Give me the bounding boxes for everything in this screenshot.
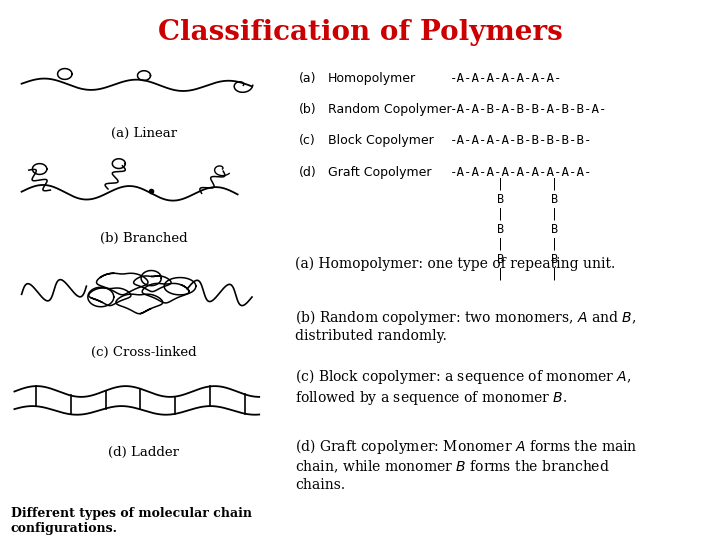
Text: Homopolymer: Homopolymer	[328, 72, 415, 85]
Text: (a) Linear: (a) Linear	[111, 127, 177, 140]
Text: (a) Homopolymer: one type of repeating unit.: (a) Homopolymer: one type of repeating u…	[295, 256, 616, 271]
Text: |
B
|
B
|
B
|: | B | B | B |	[551, 178, 558, 281]
Text: Block Copolymer: Block Copolymer	[328, 134, 433, 147]
Text: -A-A-A-A-B-B-B-B-B-: -A-A-A-A-B-B-B-B-B-	[450, 134, 593, 147]
Text: (d) Graft copolymer: Monomer $A$ forms the main
chain, while monomer $B$ forms t: (d) Graft copolymer: Monomer $A$ forms t…	[295, 437, 638, 491]
Text: (b) Branched: (b) Branched	[100, 232, 188, 245]
Text: |
B
|
B
|
B
|: | B | B | B |	[497, 178, 504, 281]
Text: Classification of Polymers: Classification of Polymers	[158, 19, 562, 46]
Text: (d): (d)	[299, 166, 317, 179]
Text: (d) Ladder: (d) Ladder	[109, 446, 179, 458]
Text: -A-A-A-A-A-A-A-A-A-: -A-A-A-A-A-A-A-A-A-	[450, 166, 593, 179]
Text: Different types of molecular chain
configurations.: Different types of molecular chain confi…	[11, 507, 252, 535]
Text: Random Copolymer: Random Copolymer	[328, 103, 451, 116]
Text: (b) Random copolymer: two monomers, $A$ and $B$,
distributed randomly.: (b) Random copolymer: two monomers, $A$ …	[295, 308, 636, 343]
Text: (b): (b)	[299, 103, 316, 116]
Text: -A-A-B-A-B-B-A-B-B-A-: -A-A-B-A-B-B-A-B-B-A-	[450, 103, 608, 116]
Text: (c) Block copolymer: a sequence of monomer $A$,
followed by a sequence of monome: (c) Block copolymer: a sequence of monom…	[295, 367, 631, 407]
Text: (a): (a)	[299, 72, 316, 85]
Text: Graft Copolymer: Graft Copolymer	[328, 166, 431, 179]
Text: (c) Cross-linked: (c) Cross-linked	[91, 346, 197, 359]
Text: (c): (c)	[299, 134, 315, 147]
Text: -A-A-A-A-A-A-A-: -A-A-A-A-A-A-A-	[450, 72, 562, 85]
